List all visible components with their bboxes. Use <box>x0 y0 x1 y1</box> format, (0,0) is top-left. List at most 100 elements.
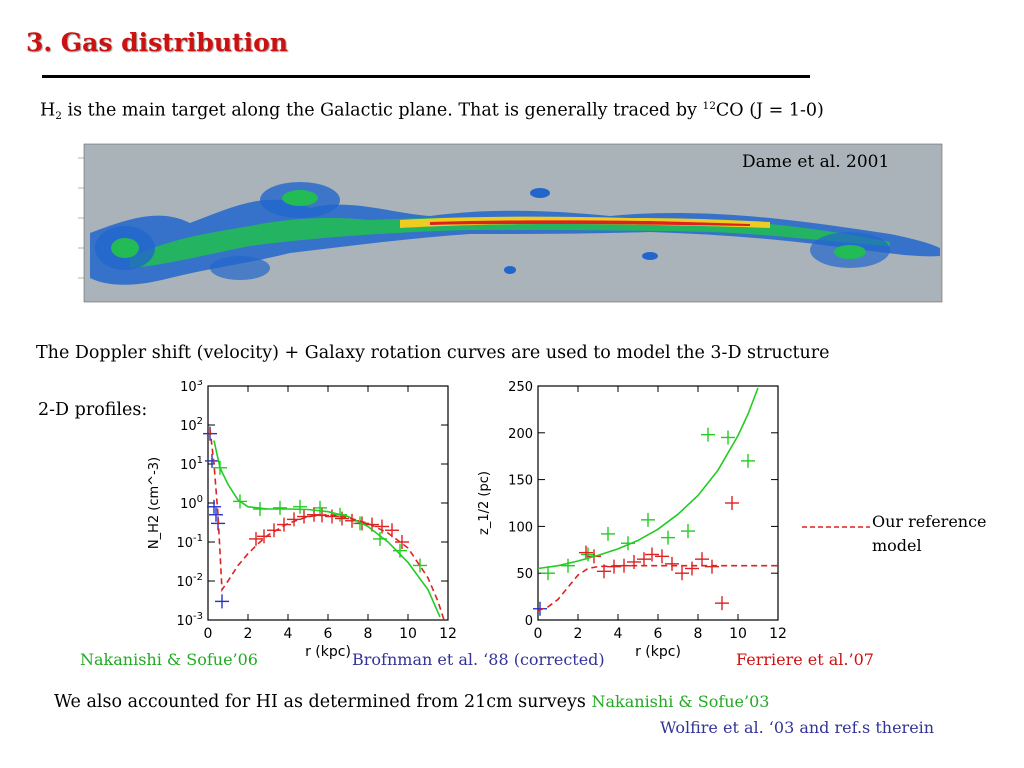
x-tick-label: 8 <box>694 626 703 642</box>
x-axis-label: r (kpc) <box>635 644 681 660</box>
x-tick-label: 10 <box>399 626 417 642</box>
x-tick-label: 10 <box>729 626 747 642</box>
intro-superscript: 12 <box>702 100 716 112</box>
data-point <box>641 512 655 527</box>
slide-title: 3. Gas distribution <box>26 28 288 57</box>
x-tick-label: 2 <box>244 626 253 642</box>
intro-subscript: 2 <box>55 109 62 122</box>
data-point <box>661 530 675 545</box>
y-tick-label: 101 <box>180 455 203 473</box>
x-tick-label: 4 <box>614 626 623 642</box>
x-tick-label: 2 <box>574 626 583 642</box>
data-point <box>579 545 593 560</box>
model-dashed-curve <box>538 564 778 612</box>
y-tick-label: 150 <box>508 474 533 489</box>
y-tick-label: 0 <box>525 614 533 629</box>
x-tick-label: 8 <box>364 626 373 642</box>
data-point <box>685 561 699 576</box>
data-point <box>257 529 271 544</box>
density-chart: 0 2 4 6 8 10 12 10-3 10-2 10-1 100 101 102 103 r (kpc)… <box>147 380 457 660</box>
y-tick-label: 102 <box>180 416 203 434</box>
intro-text: H2 is the main target along the Galactic… <box>40 100 824 122</box>
data-point <box>541 566 555 581</box>
co-survey-map <box>70 138 968 318</box>
data-point <box>375 519 389 534</box>
data-point <box>287 512 301 527</box>
map-emission <box>90 182 940 285</box>
data-point <box>413 558 427 573</box>
x-tick-label: 0 <box>534 626 543 642</box>
reference-label-1: Our reference <box>872 512 987 531</box>
x-tick-label: 12 <box>439 626 457 642</box>
data-point <box>721 430 735 445</box>
model-dashed-curve <box>209 428 445 620</box>
plot-frame <box>207 385 449 621</box>
data-point <box>533 601 547 616</box>
data-point <box>335 511 349 526</box>
credit-nakanishi06: Nakanishi & Sofue’06 <box>80 650 258 669</box>
data-point <box>273 500 287 515</box>
y-tick-label: 250 <box>508 380 533 395</box>
title-underline <box>42 75 810 78</box>
x-tick-label: 6 <box>654 626 663 642</box>
data-point <box>205 453 219 468</box>
x-tick-label: 6 <box>324 626 333 642</box>
data-point <box>695 552 709 567</box>
data-point <box>681 524 695 539</box>
data-point <box>581 547 595 562</box>
credit-bronfman: Brofnman et al. ‘88 (corrected) <box>352 650 605 669</box>
data-point <box>715 596 729 611</box>
x-axis-label: r (kpc) <box>305 644 351 660</box>
x-tick-label: 0 <box>204 626 213 642</box>
hi-body: We also accounted for HI as determined f… <box>54 692 586 712</box>
data-point <box>645 547 659 562</box>
data-point <box>297 509 311 524</box>
y-axis-label: z_1/2 (pc) <box>477 471 492 535</box>
reference-label-2: model <box>872 536 922 555</box>
fit-curve <box>213 440 441 618</box>
data-point <box>293 499 307 514</box>
x-tick-label: 12 <box>769 626 787 642</box>
fit-curve <box>538 387 759 570</box>
data-point <box>705 559 719 574</box>
intro-h: H <box>40 100 56 121</box>
data-point <box>313 500 327 515</box>
intro-body: is the main target along the Galactic pl… <box>67 100 697 121</box>
data-point <box>207 499 221 514</box>
data-point <box>209 507 223 522</box>
y-tick-label: 100 <box>180 494 203 512</box>
data-point <box>249 531 263 546</box>
credit-nakanishi03: Nakanishi & Sofue’03 <box>591 692 770 711</box>
intro-co: CO (J = 1-0) <box>715 100 824 121</box>
doppler-text: The Doppler shift (velocity) + Galaxy ro… <box>36 343 830 363</box>
data-point <box>267 523 281 538</box>
y-tick-label: 200 <box>508 427 533 442</box>
reference-legend-line <box>802 526 870 528</box>
data-point <box>395 535 409 549</box>
scale-height-chart: 0 2 4 6 8 10 12 0 50 100 150 200 250 r (kpc) z_1/2 (pc… <box>477 380 787 660</box>
y-tick-label: 50 <box>516 567 533 582</box>
data-point <box>561 558 575 573</box>
y-tick-label: 100 <box>508 520 533 535</box>
data-point <box>665 556 679 571</box>
data-point <box>701 427 715 442</box>
data-point <box>655 549 669 564</box>
x-tick-label: 4 <box>284 626 293 642</box>
profiles-label: 2-D profiles: <box>38 400 148 420</box>
data-point <box>385 523 399 538</box>
data-point <box>627 554 641 569</box>
data-point <box>675 566 689 581</box>
data-point <box>601 526 615 541</box>
data-point <box>725 496 739 510</box>
y-tick-label: 10-3 <box>176 611 203 629</box>
y-tick-label: 10-1 <box>176 533 203 551</box>
map-caption: Dame et al. 2001 <box>742 152 890 172</box>
plot-frame <box>537 385 779 621</box>
credit-ferriere: Ferriere et al.’07 <box>736 650 874 669</box>
hi-text: We also accounted for HI as determined f… <box>54 692 769 712</box>
y-tick-label: 10-2 <box>176 572 203 590</box>
y-tick-label: 103 <box>180 380 203 395</box>
data-point <box>215 594 229 609</box>
data-point <box>277 517 291 532</box>
data-point <box>741 453 755 468</box>
